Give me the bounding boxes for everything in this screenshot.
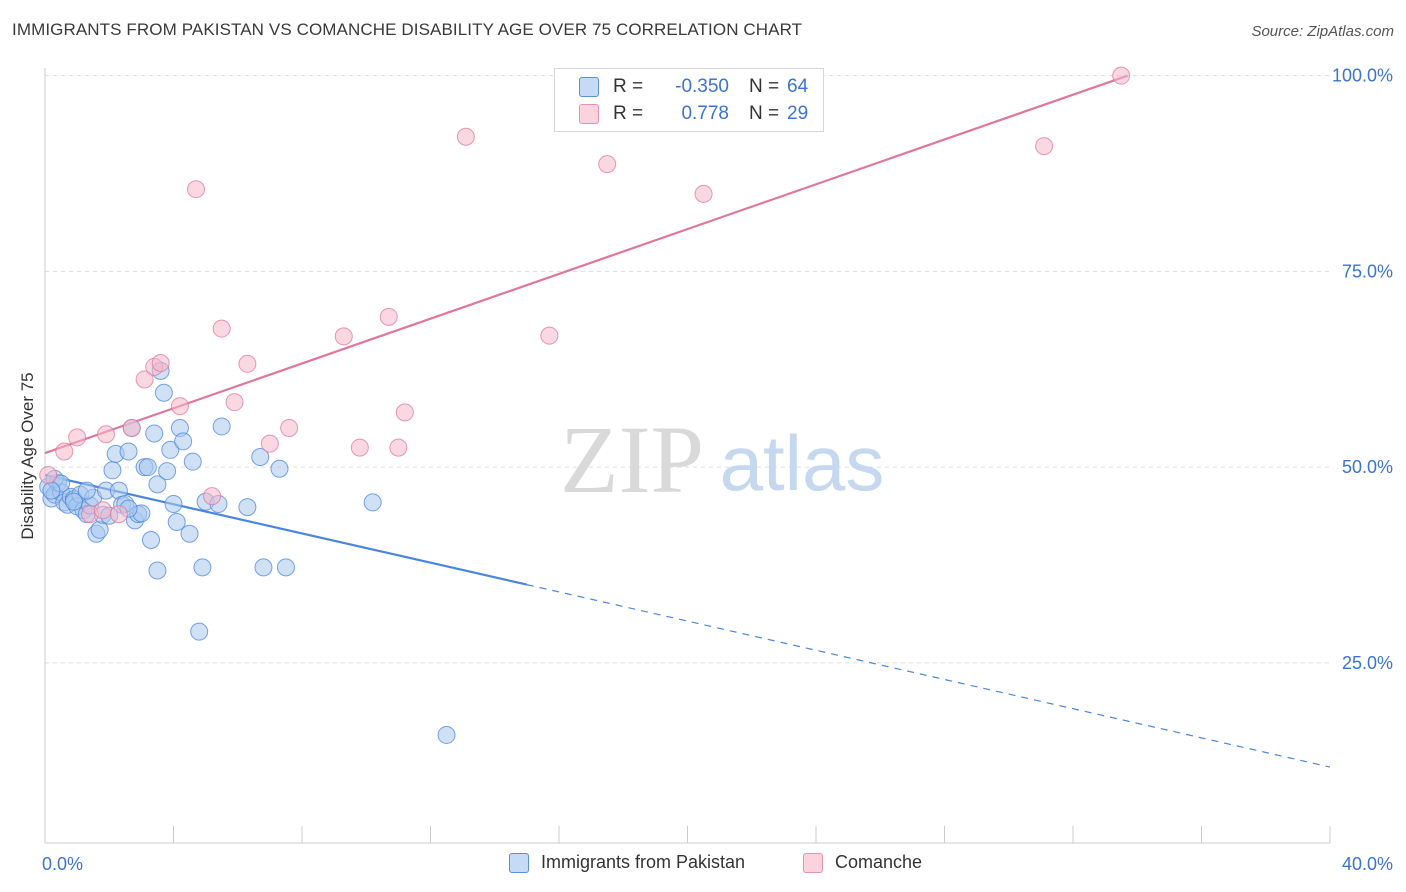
data-point-comanche	[97, 425, 116, 444]
data-point-comanche	[280, 419, 299, 438]
data-point-comanche	[334, 327, 353, 346]
data-point-pakistan	[154, 383, 173, 402]
bottom-legend: Immigrants from Pakistan Comanche	[0, 852, 1406, 878]
axis-layer	[44, 68, 1331, 844]
data-point-pakistan	[174, 432, 193, 451]
data-point-pakistan	[148, 475, 167, 494]
data-point-comanche	[379, 307, 398, 326]
grid-layer	[45, 75, 1330, 664]
data-point-pakistan	[158, 462, 177, 481]
y-tick-label: 25.0%	[1342, 653, 1393, 673]
points-layer	[39, 66, 1131, 744]
data-point-comanche	[135, 370, 154, 389]
legend-r-label: R =	[613, 103, 644, 124]
bottom-legend-item-comanche: Comanche	[803, 852, 922, 873]
data-point-pakistan	[270, 459, 289, 478]
x-tick-label: 40.0%	[1342, 854, 1393, 874]
legend-r-value: 0.778	[681, 103, 729, 124]
data-point-comanche	[203, 487, 222, 506]
legend-n-value: 29	[787, 103, 809, 124]
data-point-pakistan	[363, 493, 382, 512]
data-point-comanche	[1035, 137, 1054, 156]
data-point-comanche	[260, 434, 279, 453]
data-point-comanche	[186, 180, 205, 199]
data-point-pakistan	[254, 558, 273, 577]
legend-r-label: R =	[613, 76, 644, 97]
data-point-comanche	[93, 501, 112, 520]
data-point-comanche	[456, 127, 475, 146]
bottom-legend-swatch-comanche	[803, 852, 823, 873]
legend-row-pakistan: R = -0.350 N = 64	[579, 75, 808, 99]
data-point-pakistan	[190, 622, 209, 641]
data-point-comanche	[350, 438, 369, 457]
watermark-zip: ZIP	[560, 406, 704, 513]
y-tick-label: 100.0%	[1332, 66, 1393, 86]
watermark: ZIP atlas	[560, 406, 884, 513]
chart-source: Source: ZipAtlas.com	[1251, 23, 1394, 40]
data-point-pakistan	[180, 524, 199, 543]
data-point-comanche	[122, 419, 141, 438]
data-point-comanche	[170, 397, 189, 416]
data-point-comanche	[389, 438, 408, 457]
legend: R = -0.350 N = 64 R = 0.778 N = 29	[554, 68, 824, 132]
data-point-pakistan	[251, 447, 270, 466]
data-point-pakistan	[138, 458, 157, 477]
data-point-pakistan	[145, 424, 164, 443]
data-point-pakistan	[148, 561, 167, 580]
data-point-comanche	[151, 354, 170, 373]
tick-label-layer: 25.0% 50.0% 75.0% 100.0% 0.0% 40.0%	[42, 66, 1393, 874]
legend-swatch-comanche	[579, 104, 599, 124]
data-point-comanche	[238, 354, 257, 373]
legend-row-comanche: R = 0.778 N = 29	[579, 102, 808, 126]
data-point-pakistan	[103, 461, 122, 480]
bottom-legend-item-pakistan: Immigrants from Pakistan	[509, 852, 745, 873]
y-axis-label: Disability Age Over 75	[18, 372, 37, 540]
data-point-comanche	[109, 505, 128, 524]
data-point-pakistan	[437, 725, 456, 744]
legend-n-label: N =	[749, 103, 780, 124]
data-point-pakistan	[64, 492, 83, 511]
data-point-pakistan	[193, 558, 212, 577]
data-point-comanche	[540, 326, 559, 345]
data-point-comanche	[694, 184, 713, 203]
data-point-pakistan	[276, 558, 295, 577]
trend-line-comanche	[44, 74, 1128, 455]
data-point-pakistan	[42, 481, 61, 500]
legend-swatch-pakistan	[579, 77, 599, 97]
bottom-legend-label-pakistan: Immigrants from Pakistan	[541, 852, 746, 872]
data-point-comanche	[68, 428, 87, 447]
watermark-atlas: atlas	[720, 419, 885, 507]
data-point-comanche	[598, 155, 617, 174]
data-point-pakistan	[212, 417, 231, 436]
data-point-comanche	[212, 319, 231, 338]
bottom-legend-swatch-pakistan	[509, 852, 529, 873]
data-point-pakistan	[183, 452, 202, 471]
trend-line-dashed-pakistan	[526, 584, 1331, 768]
data-point-pakistan	[142, 530, 161, 549]
data-point-pakistan	[161, 440, 180, 459]
data-point-comanche	[39, 465, 58, 484]
legend-n-value: 64	[787, 76, 809, 97]
data-point-pakistan	[77, 481, 96, 500]
data-point-comanche	[225, 393, 244, 412]
legend-r-value: -0.350	[675, 76, 729, 97]
bottom-legend-label-comanche: Comanche	[835, 852, 923, 872]
data-point-pakistan	[164, 494, 183, 513]
chart-title: IMMIGRANTS FROM PAKISTAN VS COMANCHE DIS…	[12, 20, 803, 39]
y-tick-label: 50.0%	[1342, 457, 1393, 477]
x-tick-label: 0.0%	[42, 854, 83, 874]
data-point-pakistan	[119, 442, 138, 461]
data-point-pakistan	[167, 512, 186, 531]
data-point-comanche	[1112, 66, 1131, 85]
legend-n-label: N =	[749, 76, 780, 97]
data-point-comanche	[395, 403, 414, 422]
data-point-comanche	[55, 442, 74, 461]
data-point-pakistan	[238, 498, 257, 517]
y-tick-label: 75.0%	[1342, 261, 1393, 281]
